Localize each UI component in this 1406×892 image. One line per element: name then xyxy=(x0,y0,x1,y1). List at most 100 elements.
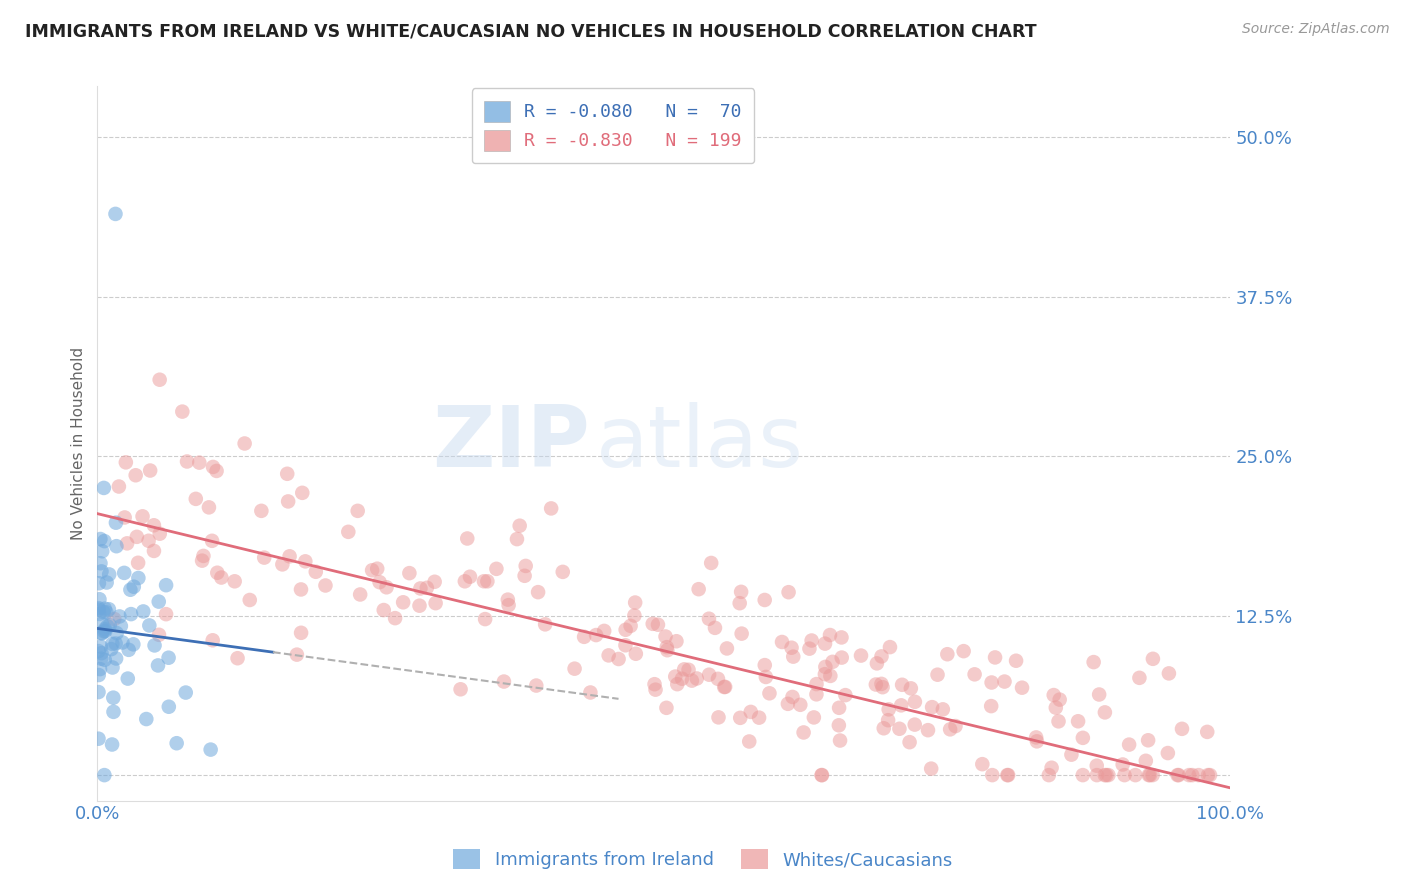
Point xyxy=(89,592,111,607)
Point xyxy=(534,617,557,632)
Point xyxy=(90,626,112,640)
Point xyxy=(108,479,131,493)
Point xyxy=(373,603,395,617)
Point xyxy=(707,672,730,686)
Point xyxy=(87,685,110,699)
Point xyxy=(513,569,536,583)
Point xyxy=(1128,671,1150,685)
Point xyxy=(1085,768,1108,782)
Point xyxy=(226,651,249,665)
Point xyxy=(799,641,821,656)
Point xyxy=(666,677,689,691)
Point xyxy=(758,686,780,700)
Point xyxy=(450,682,472,697)
Point xyxy=(139,463,162,477)
Point xyxy=(458,570,481,584)
Point xyxy=(492,674,515,689)
Point xyxy=(981,768,1004,782)
Point xyxy=(704,621,727,635)
Point xyxy=(932,702,955,716)
Point xyxy=(96,619,118,633)
Point xyxy=(1025,734,1047,748)
Point xyxy=(233,436,256,450)
Point xyxy=(477,574,499,589)
Point xyxy=(1047,714,1070,729)
Point xyxy=(346,504,368,518)
Point xyxy=(707,710,730,724)
Point xyxy=(98,618,121,632)
Point xyxy=(800,633,823,648)
Point xyxy=(1094,706,1116,720)
Point xyxy=(1114,768,1136,782)
Point xyxy=(392,595,415,609)
Point xyxy=(375,580,398,594)
Point xyxy=(96,605,118,619)
Point xyxy=(579,685,602,699)
Point xyxy=(149,526,172,541)
Point xyxy=(673,662,696,676)
Point xyxy=(754,658,776,673)
Point xyxy=(1095,768,1118,782)
Point xyxy=(936,647,959,661)
Point xyxy=(509,518,531,533)
Point xyxy=(921,700,943,714)
Point xyxy=(93,605,115,619)
Point xyxy=(995,768,1018,782)
Point xyxy=(872,680,894,694)
Point xyxy=(644,677,666,691)
Point xyxy=(127,556,149,570)
Point xyxy=(94,622,117,636)
Point xyxy=(122,637,145,651)
Point xyxy=(1045,700,1067,714)
Point xyxy=(176,454,198,468)
Point xyxy=(814,660,837,674)
Point xyxy=(624,596,647,610)
Point xyxy=(98,567,121,582)
Point xyxy=(754,593,776,607)
Point xyxy=(506,532,529,546)
Point xyxy=(485,562,508,576)
Point xyxy=(891,678,914,692)
Point xyxy=(97,602,120,616)
Point xyxy=(87,602,110,616)
Text: atlas: atlas xyxy=(596,402,804,485)
Point xyxy=(496,592,519,607)
Point xyxy=(94,601,117,615)
Point xyxy=(278,549,301,564)
Point xyxy=(793,725,815,739)
Point xyxy=(834,688,856,702)
Point xyxy=(889,722,911,736)
Point xyxy=(917,723,939,738)
Point xyxy=(498,598,520,612)
Point xyxy=(472,574,495,589)
Point xyxy=(384,611,406,625)
Point xyxy=(209,570,232,584)
Point xyxy=(201,633,224,648)
Point xyxy=(713,680,735,694)
Point xyxy=(665,634,688,648)
Point xyxy=(1060,747,1083,762)
Point xyxy=(120,607,142,621)
Point xyxy=(115,455,138,469)
Point xyxy=(900,681,922,696)
Point xyxy=(205,464,228,478)
Point xyxy=(778,585,800,599)
Point xyxy=(686,672,709,686)
Point xyxy=(776,697,799,711)
Point xyxy=(101,660,124,674)
Point xyxy=(87,644,110,658)
Point xyxy=(108,609,131,624)
Point xyxy=(1157,746,1180,760)
Point xyxy=(89,556,111,570)
Point xyxy=(821,655,844,669)
Point xyxy=(527,585,550,599)
Legend: Immigrants from Ireland, Whites/Caucasians: Immigrants from Ireland, Whites/Caucasia… xyxy=(444,839,962,879)
Point xyxy=(831,650,853,665)
Y-axis label: No Vehicles in Household: No Vehicles in Household xyxy=(72,347,86,540)
Point xyxy=(368,575,391,590)
Point xyxy=(1178,768,1201,782)
Point xyxy=(112,566,135,580)
Point xyxy=(93,624,115,639)
Point xyxy=(730,585,752,599)
Point xyxy=(207,566,229,580)
